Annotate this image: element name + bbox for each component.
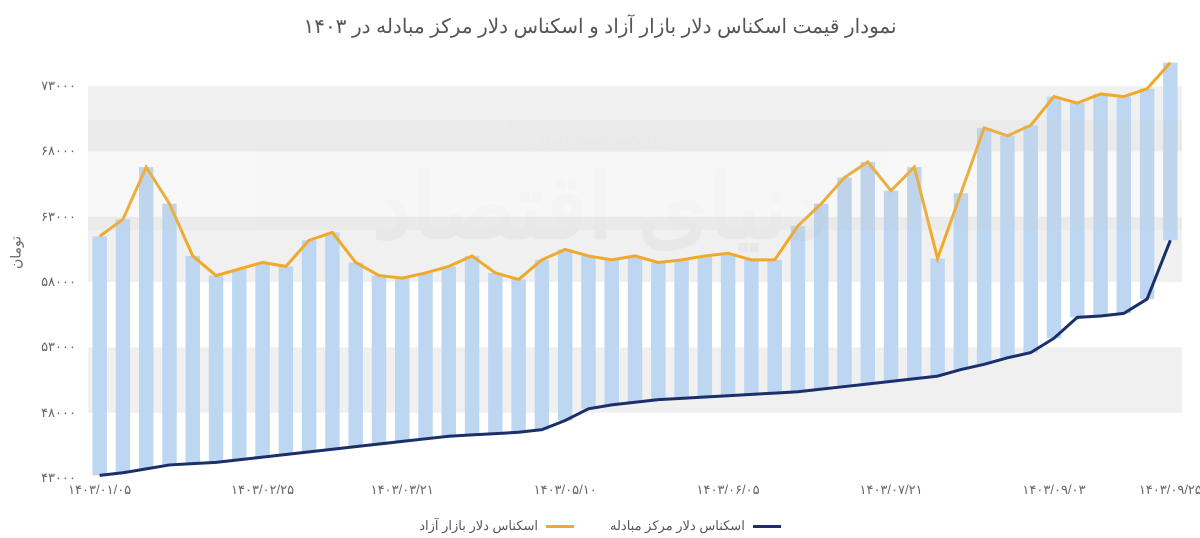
range-bar xyxy=(372,276,386,445)
range-bar xyxy=(744,260,758,395)
range-bar xyxy=(232,269,246,460)
range-bar xyxy=(442,266,456,436)
legend-item-exchange: اسکناس دلار مرکز مبادله xyxy=(610,518,781,534)
range-bar xyxy=(1000,136,1014,358)
legend-label-free: اسکناس دلار بازار آزاد xyxy=(419,518,538,534)
range-bar xyxy=(791,226,805,392)
range-bar xyxy=(279,266,293,454)
range-bar xyxy=(418,273,432,439)
range-bar xyxy=(302,240,316,452)
y-tick-label: ۶۸۰۰۰ xyxy=(41,143,76,159)
range-bar xyxy=(861,162,875,384)
range-bar xyxy=(698,256,712,397)
chart-svg xyxy=(88,60,1182,478)
chart-title: نمودار قیمت اسکناس دلار بازار آزاد و اسک… xyxy=(0,0,1200,47)
range-bar xyxy=(814,204,828,389)
legend-item-free: اسکناس دلار بازار آزاد xyxy=(419,518,574,534)
range-bar xyxy=(1070,103,1084,317)
chart-svg-wrap xyxy=(88,60,1182,478)
range-bar xyxy=(1163,63,1177,241)
range-bar xyxy=(581,256,595,409)
range-bar xyxy=(674,260,688,398)
range-bar xyxy=(348,262,362,446)
y-axis-title: تومان xyxy=(8,236,25,269)
range-bar xyxy=(884,191,898,382)
legend-label-exchange: اسکناس دلار مرکز مبادله xyxy=(610,518,745,534)
y-tick-label: ۷۳۰۰۰ xyxy=(41,78,76,94)
range-bar xyxy=(558,249,572,420)
legend-swatch-free xyxy=(546,525,574,528)
range-bar xyxy=(651,262,665,399)
range-bar xyxy=(930,259,944,377)
range-bar xyxy=(1047,97,1061,339)
x-tick-label: ۱۴۰۳/۰۳/۲۱ xyxy=(371,482,434,498)
y-tick-label: ۵۸۰۰۰ xyxy=(41,274,76,290)
range-bar xyxy=(1117,97,1131,314)
y-tick-label: ۵۳۰۰۰ xyxy=(41,339,76,355)
range-bar xyxy=(954,193,968,369)
range-bar xyxy=(395,278,409,441)
range-bar xyxy=(1023,125,1037,352)
range-bar xyxy=(605,260,619,405)
range-bar xyxy=(116,219,130,472)
range-bar xyxy=(721,253,735,395)
range-bar xyxy=(628,256,642,402)
range-bar xyxy=(325,232,339,449)
x-tick-label: ۱۴۰۳/۰۹/۰۳ xyxy=(1022,482,1085,498)
range-bar xyxy=(488,273,502,434)
y-axis: تومان ۴۳۰۰۰۴۸۰۰۰۵۳۰۰۰۵۸۰۰۰۶۳۰۰۰۶۸۰۰۰۷۳۰۰… xyxy=(12,60,82,478)
range-bar xyxy=(767,260,781,393)
range-bar xyxy=(977,128,991,364)
legend-swatch-exchange xyxy=(753,525,781,528)
x-tick-label: ۱۴۰۳/۰۵/۱۰ xyxy=(534,482,597,498)
range-bar xyxy=(209,276,223,463)
x-tick-label: ۱۴۰۳/۰۹/۲۵ xyxy=(1139,482,1200,498)
x-tick-label: ۱۴۰۳/۰۷/۲۱ xyxy=(859,482,922,498)
range-bar xyxy=(1140,89,1154,299)
x-tick-label: ۱۴۰۳/۰۱/۰۵ xyxy=(68,482,131,498)
y-tick-label: ۶۳۰۰۰ xyxy=(41,209,76,225)
range-bar xyxy=(162,204,176,465)
range-bar xyxy=(255,262,269,457)
range-bar xyxy=(907,167,921,379)
y-tick-label: ۴۸۰۰۰ xyxy=(41,405,76,421)
x-tick-label: ۱۴۰۳/۰۶/۰۵ xyxy=(697,482,760,498)
range-bar xyxy=(837,178,851,387)
range-bar xyxy=(139,167,153,469)
range-bar xyxy=(92,236,106,475)
legend: اسکناس دلار مرکز مبادله اسکناس دلار بازا… xyxy=(0,518,1200,534)
plot-area xyxy=(88,60,1182,478)
range-bar xyxy=(1093,94,1107,316)
x-axis: ۱۴۰۳/۰۱/۰۵۱۴۰۳/۰۲/۲۵۱۴۰۳/۰۳/۲۱۱۴۰۳/۰۵/۱۰… xyxy=(88,482,1182,508)
range-bar xyxy=(186,256,200,464)
x-tick-label: ۱۴۰۳/۰۲/۲۵ xyxy=(231,482,294,498)
grid-band xyxy=(88,86,1182,151)
range-bar xyxy=(535,260,549,430)
range-bar xyxy=(465,256,479,435)
range-bar xyxy=(511,279,525,432)
